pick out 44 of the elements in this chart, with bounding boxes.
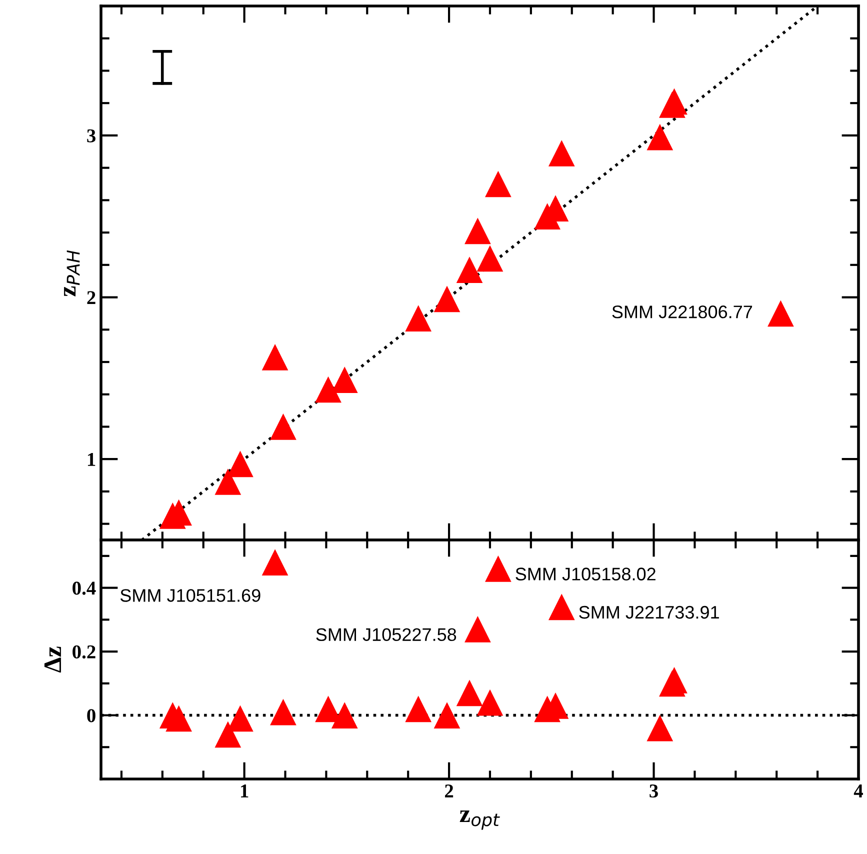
point (646, 714, 674, 742)
point (262, 344, 288, 370)
y-tick-label: 1 (88, 453, 96, 466)
annotation: SMM J105227.58 (316, 628, 456, 642)
point (485, 170, 512, 198)
point (166, 705, 192, 732)
annotation: SMM J105158.02 (516, 568, 656, 580)
y-tick-label: 0.2 (72, 645, 96, 659)
x-tick-label: 1 (241, 784, 248, 798)
x-axis-title: z$_{opt}$ (460, 810, 500, 830)
point (456, 256, 483, 283)
point (548, 140, 575, 166)
point (331, 702, 358, 728)
point (476, 245, 504, 272)
point (464, 616, 491, 642)
y-tick-label: 3 (87, 129, 96, 142)
point (262, 549, 288, 576)
point (405, 305, 432, 332)
point (270, 414, 296, 440)
point (214, 468, 242, 495)
point (548, 594, 575, 620)
point (768, 300, 794, 327)
x-tick-label: 3 (650, 784, 658, 798)
point (270, 698, 296, 726)
y-tick-label: 0.4 (72, 582, 96, 595)
point (405, 696, 432, 722)
point (456, 680, 483, 706)
annotation: SMM J221733.91 (579, 606, 719, 619)
point (485, 556, 512, 582)
x-tick-label: 4 (854, 784, 863, 798)
y-axis-title: Δz (44, 646, 61, 673)
y-tick-label: 2 (87, 291, 96, 304)
point (315, 376, 342, 403)
point (464, 218, 491, 244)
annotation: SMM J105151.69 (120, 589, 260, 602)
point (214, 721, 242, 748)
point (434, 286, 460, 312)
annotation: SMM J221806.77 (612, 306, 752, 318)
x-tick-label: 2 (444, 784, 454, 798)
point (476, 689, 504, 716)
y-tick-label: 0 (87, 709, 96, 722)
point (434, 702, 460, 728)
y-axis-title: z$_{PAH}$ (64, 250, 80, 296)
point (646, 124, 674, 150)
